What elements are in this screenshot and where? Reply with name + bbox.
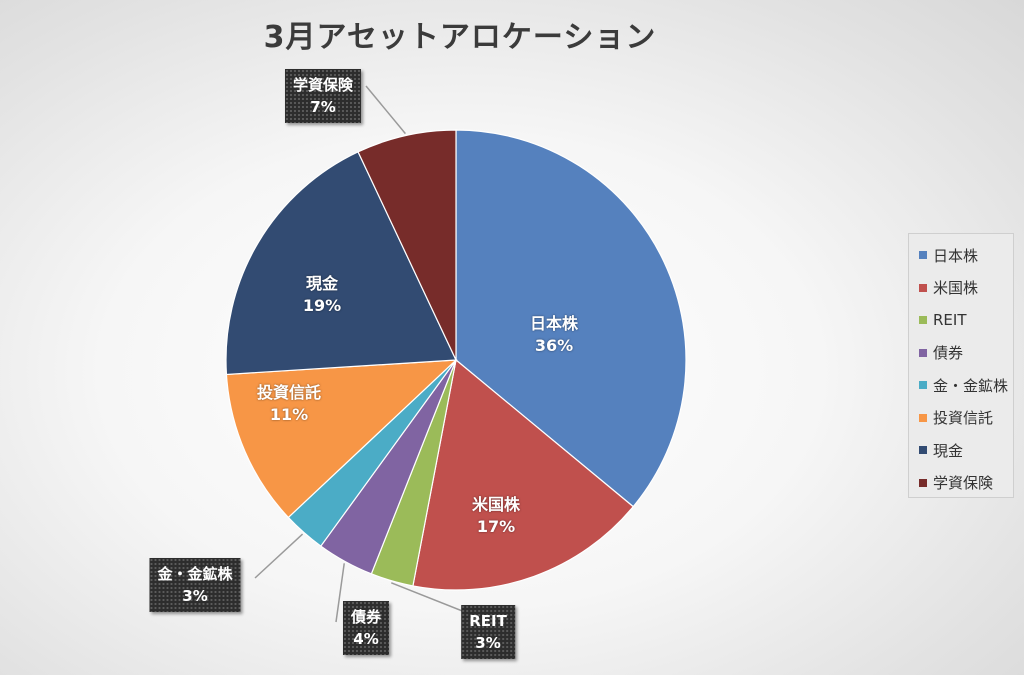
data-label-category: REIT xyxy=(469,612,507,630)
legend-swatch xyxy=(919,413,927,422)
legend-swatch xyxy=(919,446,927,455)
data-label-category: 米国株 xyxy=(471,495,521,514)
leader-line xyxy=(365,85,406,135)
pie-slice xyxy=(357,129,457,361)
chart-title: 3月アセットアロケーション xyxy=(263,20,657,55)
data-label: REIT 3% xyxy=(461,605,515,659)
data-label-category: 学資保険 xyxy=(292,76,354,94)
legend-swatch xyxy=(919,283,927,292)
data-label-value: 19% xyxy=(302,296,342,315)
data-label-category: 債券 xyxy=(350,608,382,626)
legend-label: 日本株 xyxy=(933,246,979,265)
data-label-value: 3% xyxy=(475,634,501,652)
data-label-value: 3% xyxy=(182,587,208,605)
pie-slice xyxy=(455,129,687,508)
legend-item: 債券 xyxy=(919,337,1013,370)
legend-label: REIT xyxy=(933,311,967,330)
data-label-value: 17% xyxy=(476,517,516,536)
data-label: 現金 19% xyxy=(295,268,349,322)
legend-item: 現金 xyxy=(919,434,1013,467)
data-label-value: 7% xyxy=(310,98,336,116)
legend-label: 債券 xyxy=(933,344,964,363)
legend-swatch xyxy=(919,478,927,487)
legend-label: 学資保険 xyxy=(933,474,994,493)
data-label: 日本株 36% xyxy=(522,308,586,362)
data-label: 投資信託 11% xyxy=(249,377,329,431)
legend-item: 金・金鉱株 xyxy=(919,369,1013,402)
legend: 日本株米国株 REIT 債券金・金鉱株投資信託現金学資保険 xyxy=(908,233,1014,498)
data-label-value: 11% xyxy=(269,405,309,424)
leader-line xyxy=(254,533,304,579)
data-label-category: 日本株 xyxy=(529,314,579,333)
legend-swatch xyxy=(919,348,927,357)
data-label: 学資保険 7% xyxy=(284,69,362,123)
data-label: 債券 4% xyxy=(342,601,390,655)
legend-label: 投資信託 xyxy=(933,409,994,428)
data-label: 金・金鉱株 3% xyxy=(149,558,241,612)
data-label-value: 36% xyxy=(534,336,574,355)
data-label-category: 投資信託 xyxy=(256,383,322,402)
data-label: 米国株 17% xyxy=(464,489,528,543)
legend-item: 米国株 xyxy=(919,272,1013,305)
legend-item: REIT xyxy=(919,304,1013,337)
legend-label: 金・金鉱株 xyxy=(933,376,1009,395)
legend-label: 現金 xyxy=(933,441,964,460)
data-label-category: 金・金鉱株 xyxy=(157,565,233,583)
legend-swatch xyxy=(919,381,927,390)
legend-item: 投資信託 xyxy=(919,402,1013,435)
legend-item: 学資保険 xyxy=(919,467,1013,500)
pie-slice xyxy=(225,151,457,376)
pie-slice xyxy=(225,359,458,519)
data-label-value: 4% xyxy=(353,630,379,648)
legend-item: 日本株 xyxy=(919,239,1013,272)
legend-label: 米国株 xyxy=(933,279,979,298)
legend-swatch xyxy=(919,251,927,260)
pie-slice xyxy=(412,358,635,591)
leader-line xyxy=(335,563,345,623)
data-label-category: 現金 xyxy=(305,274,339,293)
legend-swatch xyxy=(919,316,927,325)
